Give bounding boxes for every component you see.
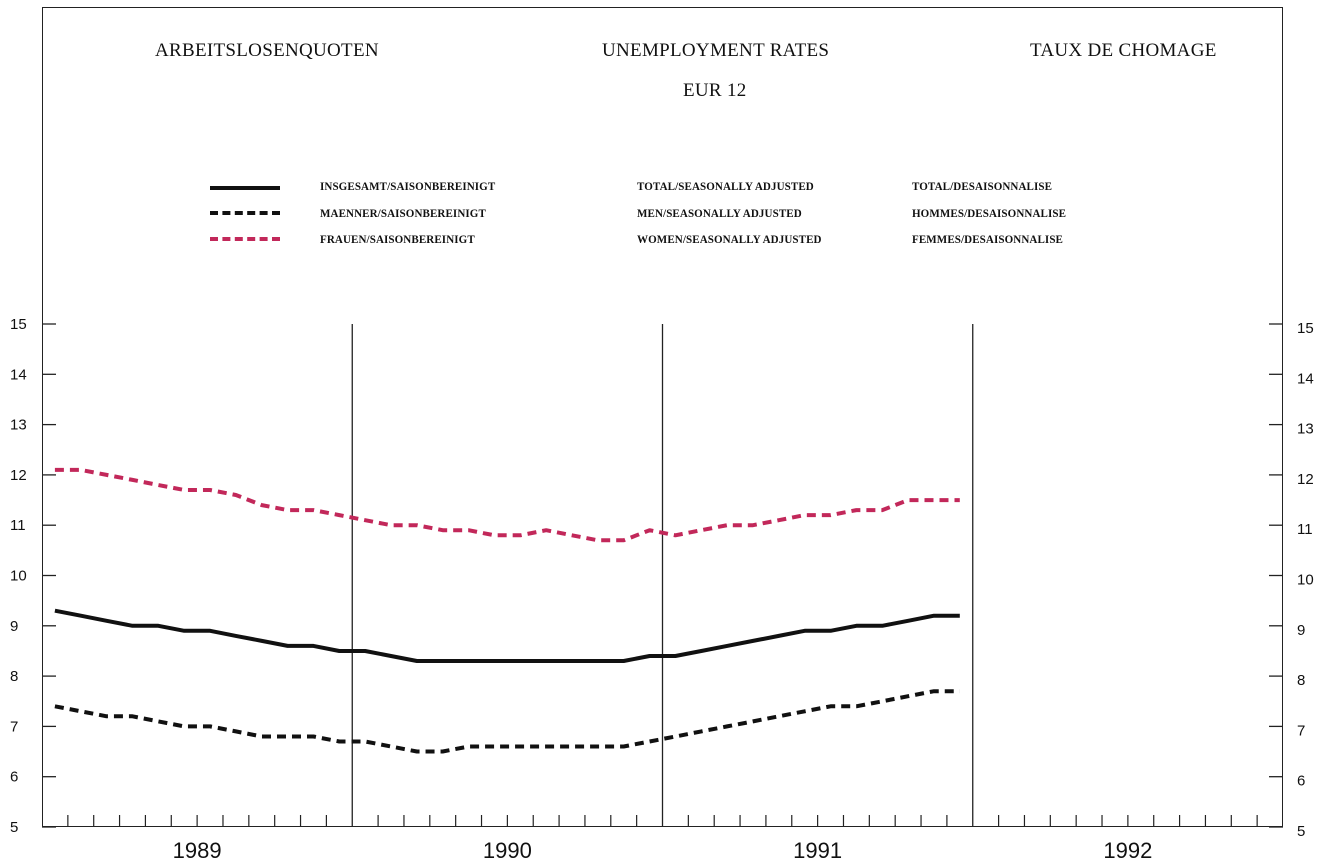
y-tick-label-right: 15 bbox=[1297, 320, 1314, 337]
y-tick-label-right: 12 bbox=[1297, 471, 1314, 488]
series-line-total bbox=[54, 608, 960, 663]
legend-women-de: FRAUEN/SAISONBEREINIGT bbox=[320, 232, 475, 246]
legend-total-en: TOTAL/SEASONALLY ADJUSTED bbox=[637, 179, 814, 193]
legend-men-de: MAENNER/SAISONBEREINIGT bbox=[320, 206, 486, 220]
y-tick-label-left: 6 bbox=[10, 769, 18, 786]
y-tick-label-left: 14 bbox=[10, 366, 27, 383]
title-english: UNEMPLOYMENT RATES bbox=[602, 40, 830, 61]
legend-total-fr: TOTAL/DESAISONNALISE bbox=[912, 179, 1053, 193]
series-line-women bbox=[54, 467, 960, 543]
y-tick-label-right: 8 bbox=[1297, 672, 1305, 689]
y-tick-label-right: 11 bbox=[1297, 521, 1313, 538]
legend-men-en: MEN/SEASONALLY ADJUSTED bbox=[637, 206, 802, 220]
y-tick-label-left: 9 bbox=[10, 618, 18, 635]
chart-subtitle: EUR 12 bbox=[683, 80, 747, 101]
series-lines bbox=[54, 467, 960, 754]
title-german: ARBEITSLOSENQUOTEN bbox=[155, 40, 379, 61]
y-tick-label-left: 10 bbox=[10, 568, 27, 585]
y-tick-label-left: 15 bbox=[10, 316, 27, 333]
legend-men-fr: HOMMES/DESAISONNALISE bbox=[912, 206, 1067, 220]
legend-swatch-total bbox=[210, 186, 280, 190]
y-tick-label-right: 14 bbox=[1297, 370, 1314, 387]
axes: 5 5 6 6 7 7 8 8 9 9 10 10 11 11 12 12 13 13 14 14 15 15 1989 19… bbox=[10, 316, 1314, 863]
y-tick-label-left: 12 bbox=[10, 467, 27, 484]
y-tick-label-left: 13 bbox=[10, 417, 27, 434]
y-tick-label-left: 7 bbox=[10, 718, 18, 735]
legend-swatch-women bbox=[210, 237, 280, 241]
legend-women-fr: FEMMES/DESAISONNALISE bbox=[912, 232, 1064, 246]
legend-women-en: WOMEN/SEASONALLY ADJUSTED bbox=[637, 232, 822, 246]
y-tick-label-right: 6 bbox=[1297, 773, 1305, 790]
y-tick-label-left: 11 bbox=[10, 517, 26, 534]
y-tick-label-right: 5 bbox=[1297, 823, 1305, 840]
x-year-label: 1989 bbox=[173, 838, 222, 863]
y-tick-label-right: 9 bbox=[1297, 622, 1305, 639]
y-tick-label-left: 8 bbox=[10, 668, 18, 685]
legend-total-de: INSGESAMT/SAISONBEREINIGT bbox=[320, 179, 496, 193]
x-year-label: 1991 bbox=[793, 838, 842, 863]
y-tick-label-right: 7 bbox=[1297, 722, 1305, 739]
title-french: TAUX DE CHOMAGE bbox=[1030, 40, 1217, 61]
series-line-men bbox=[54, 689, 960, 754]
y-tick-label-right: 10 bbox=[1297, 572, 1314, 589]
legend-swatch-men bbox=[210, 211, 280, 215]
y-tick-label-right: 13 bbox=[1297, 421, 1314, 438]
x-year-label: 1992 bbox=[1103, 838, 1152, 863]
y-tick-label-left: 5 bbox=[10, 819, 18, 836]
x-year-label: 1990 bbox=[483, 838, 532, 863]
